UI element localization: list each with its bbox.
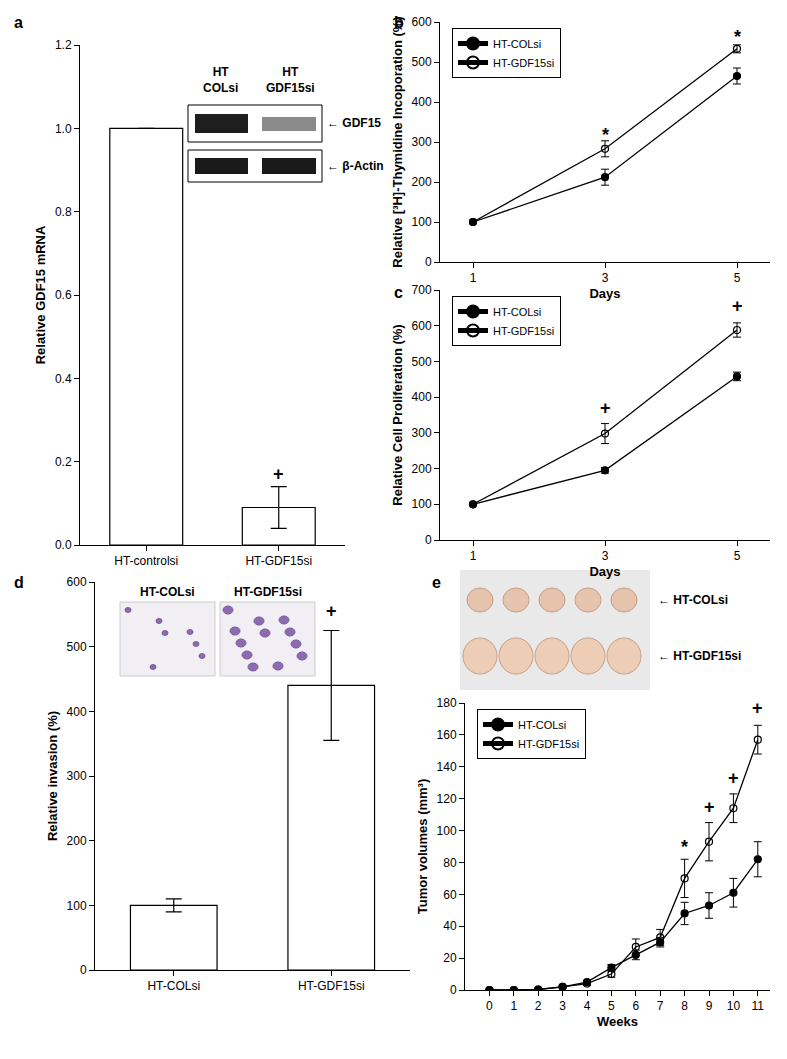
svg-text:100: 100 — [437, 824, 457, 838]
svg-text:Tumor volumes (mm³): Tumor volumes (mm³) — [415, 779, 430, 915]
svg-text:400: 400 — [67, 705, 87, 719]
svg-text:1.0: 1.0 — [55, 122, 72, 136]
svg-text:+: + — [600, 398, 611, 418]
svg-text:8: 8 — [681, 999, 688, 1013]
svg-text:180: 180 — [437, 696, 457, 710]
svg-text:20: 20 — [443, 951, 457, 965]
svg-text:140: 140 — [437, 760, 457, 774]
svg-text:0: 0 — [80, 963, 87, 977]
svg-text:300: 300 — [412, 426, 432, 440]
svg-text:b: b — [394, 14, 404, 31]
svg-text:HT-GDF15si: HT-GDF15si — [234, 585, 302, 599]
svg-text:HTCOLsi: HTCOLsi — [203, 65, 238, 95]
svg-text:3: 3 — [602, 271, 609, 285]
svg-text:0: 0 — [486, 999, 493, 1013]
svg-text:60: 60 — [443, 888, 457, 902]
svg-text:7: 7 — [657, 999, 664, 1013]
svg-text:← HT-GDF15si: ← HT-GDF15si — [658, 649, 741, 663]
svg-text:3: 3 — [559, 999, 566, 1013]
svg-text:700: 700 — [412, 283, 432, 297]
svg-text:← HT-COLsi: ← HT-COLsi — [658, 593, 728, 607]
svg-text:600: 600 — [412, 319, 432, 333]
svg-text:HT-COLsi: HT-COLsi — [493, 38, 541, 50]
svg-text:5: 5 — [734, 271, 741, 285]
svg-text:+: + — [273, 464, 284, 484]
svg-text:Relative GDF15 mRNA: Relative GDF15 mRNA — [33, 225, 48, 364]
svg-text:4: 4 — [584, 999, 591, 1013]
svg-text:Weeks: Weeks — [597, 1014, 638, 1029]
svg-text:HT-COLsi: HT-COLsi — [518, 719, 566, 731]
svg-text:+: + — [728, 768, 739, 788]
svg-text:Relative Cell Proliferation (%: Relative Cell Proliferation (%) — [390, 324, 405, 505]
svg-text:Days: Days — [589, 286, 620, 301]
svg-text:Relative [³H]-Thymidine Incopo: Relative [³H]-Thymidine Incoporation (%) — [390, 16, 405, 267]
svg-text:400: 400 — [412, 390, 432, 404]
svg-text:a: a — [14, 14, 23, 31]
svg-text:HT-GDF15si: HT-GDF15si — [298, 979, 365, 993]
svg-text:500: 500 — [412, 55, 432, 69]
svg-text:5: 5 — [608, 999, 615, 1013]
svg-text:HT-COLsi: HT-COLsi — [493, 306, 541, 318]
svg-text:300: 300 — [67, 769, 87, 783]
svg-text:6: 6 — [632, 999, 639, 1013]
svg-text:*: * — [602, 125, 609, 145]
svg-text:0.4: 0.4 — [55, 372, 72, 386]
svg-text:9: 9 — [706, 999, 713, 1013]
svg-text:+: + — [732, 296, 743, 316]
svg-text:0: 0 — [450, 983, 457, 997]
svg-text:600: 600 — [412, 15, 432, 29]
svg-text:11: 11 — [752, 999, 765, 1013]
svg-text:1: 1 — [470, 549, 477, 563]
svg-text:0.6: 0.6 — [55, 288, 72, 302]
svg-text:← GDF15: ← GDF15 — [327, 116, 381, 130]
svg-text:HT-GDF15si: HT-GDF15si — [493, 325, 554, 337]
svg-text:100: 100 — [67, 899, 87, 913]
svg-text:600: 600 — [67, 575, 87, 589]
svg-text:160: 160 — [437, 728, 457, 742]
svg-text:HT-GDF15si: HT-GDF15si — [245, 554, 312, 568]
svg-text:0: 0 — [425, 255, 432, 269]
svg-text:80: 80 — [443, 856, 457, 870]
svg-text:Relative invasion (%): Relative invasion (%) — [45, 711, 60, 841]
svg-text:120: 120 — [437, 792, 457, 806]
svg-text:0.2: 0.2 — [55, 455, 72, 469]
svg-text:5: 5 — [734, 549, 741, 563]
svg-text:500: 500 — [67, 640, 87, 654]
svg-text:3: 3 — [602, 549, 609, 563]
svg-text:HT-GDF15si: HT-GDF15si — [518, 738, 579, 750]
svg-text:1.2: 1.2 — [55, 38, 72, 52]
svg-text:1: 1 — [470, 271, 477, 285]
svg-text:200: 200 — [67, 834, 87, 848]
svg-text:c: c — [394, 284, 403, 301]
svg-text:+: + — [752, 698, 763, 718]
svg-text:HT-COLsi: HT-COLsi — [147, 979, 200, 993]
svg-text:0: 0 — [425, 533, 432, 547]
svg-text:1: 1 — [510, 999, 517, 1013]
svg-text:HT-GDF15si: HT-GDF15si — [493, 57, 554, 69]
svg-text:0.0: 0.0 — [55, 538, 72, 552]
svg-text:*: * — [734, 27, 741, 47]
svg-text:+: + — [326, 601, 337, 621]
svg-text:*: * — [681, 837, 688, 857]
svg-text:e: e — [432, 574, 441, 591]
svg-text:100: 100 — [412, 215, 432, 229]
svg-text:d: d — [14, 574, 24, 591]
svg-text:+: + — [704, 797, 715, 817]
svg-text:200: 200 — [412, 462, 432, 476]
svg-text:100: 100 — [412, 497, 432, 511]
svg-text:2: 2 — [535, 999, 542, 1013]
svg-text:Days: Days — [589, 564, 620, 579]
svg-text:HTGDF15si: HTGDF15si — [266, 65, 315, 95]
svg-text:HT-controlsi: HT-controlsi — [114, 554, 178, 568]
svg-text:200: 200 — [412, 175, 432, 189]
svg-text:400: 400 — [412, 95, 432, 109]
svg-text:500: 500 — [412, 355, 432, 369]
svg-text:← β-Actin: ← β-Actin — [327, 159, 384, 173]
svg-text:10: 10 — [727, 999, 741, 1013]
svg-text:HT-COLsi: HT-COLsi — [140, 585, 195, 599]
svg-text:300: 300 — [412, 135, 432, 149]
svg-text:0.8: 0.8 — [55, 205, 72, 219]
svg-text:40: 40 — [443, 919, 457, 933]
